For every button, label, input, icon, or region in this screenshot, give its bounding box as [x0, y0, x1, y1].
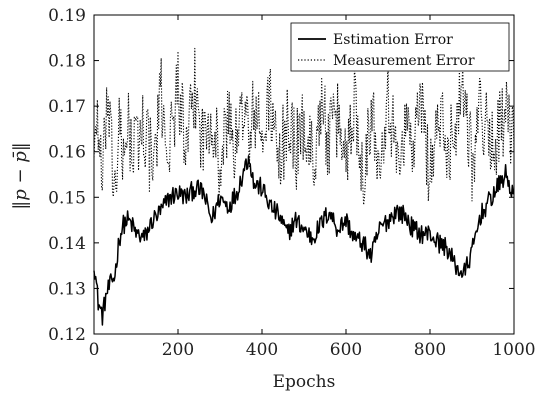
x-tick-label-2: 400: [246, 340, 278, 360]
x-tick-label-3: 600: [330, 340, 362, 360]
series-line-measurement-error: [93, 47, 515, 206]
x-tick-label-1: 200: [162, 340, 194, 360]
y-tick-label-2: 0.14: [48, 234, 86, 254]
legend-label-measurement: Measurement Error: [333, 53, 475, 69]
x-tick-label-4: 800: [414, 340, 446, 360]
x-tick-label-0: 0: [89, 340, 100, 360]
y-axis-label: ‖p − p̄‖: [10, 142, 31, 210]
y-tick-label-0: 0.12: [48, 325, 86, 345]
y-tick-label-7: 0.19: [48, 6, 86, 26]
x-tick-label-5: 1000: [492, 340, 535, 360]
plot-frame: [93, 14, 515, 335]
y-tick-label-6: 0.18: [48, 52, 86, 72]
y-tick-label-3: 0.15: [48, 188, 86, 208]
legend-box: [290, 22, 510, 72]
y-tick-label-4: 0.16: [48, 143, 86, 163]
legend-label-estimation: Estimation Error: [333, 32, 453, 48]
legend: Estimation Error Measurement Error: [290, 22, 510, 72]
series-line-estimation-error: [93, 155, 515, 326]
x-axis-label: Epochs: [273, 372, 336, 392]
y-tick-label-5: 0.17: [48, 97, 86, 117]
y-tick-label-1: 0.13: [48, 279, 86, 299]
